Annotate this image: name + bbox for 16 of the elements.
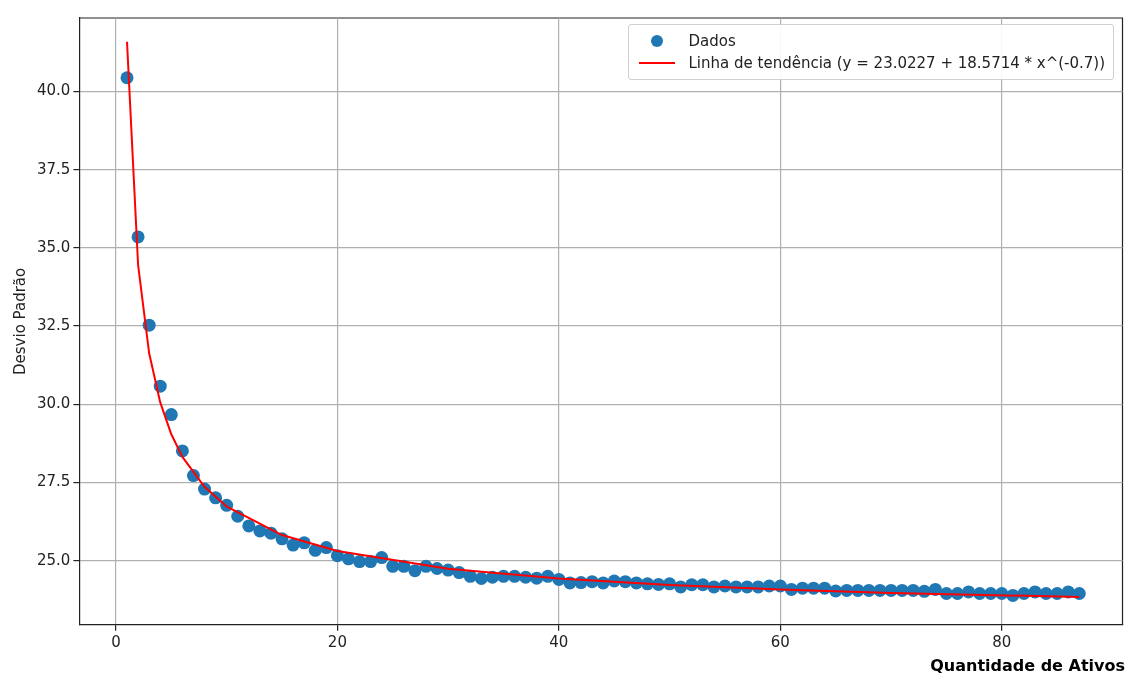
y-tick-label: 40.0 — [36, 81, 71, 100]
x-tick-label: 0 — [111, 632, 121, 651]
legend-label: Linha de tendência (y = 23.0227 + 18.5714 * x^(-0.7)) — [688, 53, 1106, 74]
legend-label: Dados — [688, 31, 736, 52]
y-tick-label: 30.0 — [36, 394, 71, 413]
x-axis-title: Quantidade de Ativos — [930, 655, 1125, 675]
x-tick-label: 40 — [549, 632, 569, 651]
y-tick-label: 27.5 — [36, 472, 71, 491]
y-tick-label: 37.5 — [36, 159, 71, 178]
x-tick-label: 80 — [992, 632, 1012, 651]
y-tick-label: 32.5 — [36, 315, 71, 334]
y-tick-label: 25.0 — [36, 550, 71, 569]
y-tick-label: 35.0 — [36, 237, 71, 256]
y-axis-title: Desvio Padrão — [10, 267, 29, 376]
x-tick-label: 20 — [327, 632, 347, 651]
x-tick-label: 60 — [770, 632, 790, 651]
